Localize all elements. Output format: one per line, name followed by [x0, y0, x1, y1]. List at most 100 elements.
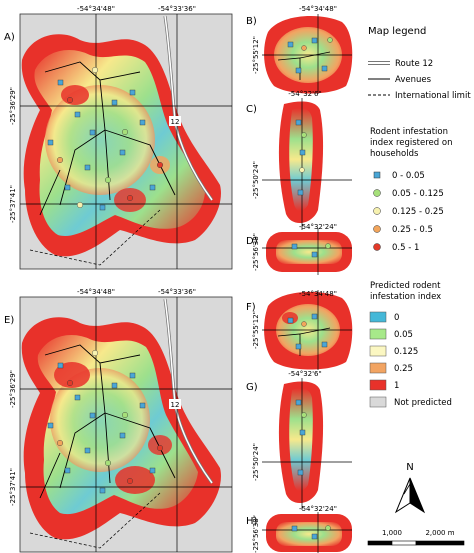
- panel-h-coord-left: -25°56'38": [252, 515, 260, 553]
- legend-registered-item: 0 - 0.05: [373, 171, 425, 181]
- house-marker: [57, 362, 64, 369]
- legend-predicted-item: Not predicted: [369, 396, 452, 408]
- legend-predicted-label: 0.25: [394, 364, 413, 374]
- panel-h-letter: H): [246, 516, 258, 527]
- route-badge-bg: [169, 116, 181, 126]
- house-marker: [99, 204, 106, 211]
- scale-segment: [415, 540, 465, 546]
- predicted-swatch: [369, 396, 387, 408]
- panel-e-houses: [47, 350, 163, 494]
- scale-segment: [391, 540, 417, 546]
- legend-line-label: International limit: [395, 91, 471, 101]
- panel-d-coord-top: -54°32'24": [299, 223, 337, 231]
- house-marker: [311, 313, 318, 320]
- legend-predicted-item: 0.05: [369, 328, 413, 340]
- panel-e-coord-left-upper: -25°36'29": [9, 370, 17, 408]
- house-marker: [295, 343, 302, 350]
- legend-registered-title-line: index registered on: [370, 138, 452, 148]
- panel-a-coord-left-lower: -25°37'41": [9, 185, 17, 223]
- house-marker: [119, 149, 126, 156]
- predicted-swatch: [369, 328, 387, 340]
- panel-f-letter: F): [246, 302, 256, 313]
- scale-label: 1,000: [382, 529, 402, 537]
- house-marker: [321, 65, 328, 72]
- house-marker: [156, 161, 163, 168]
- house-marker: [74, 394, 81, 401]
- legend-title: Map legend: [368, 26, 426, 37]
- predicted-swatch: [369, 345, 387, 357]
- house-marker: [84, 447, 91, 454]
- house-marker: [119, 432, 126, 439]
- legend-predicted-label: 0: [394, 313, 399, 323]
- legend-predicted-item: 0: [369, 311, 399, 323]
- house-marker: [74, 111, 81, 118]
- house-marker: [99, 487, 106, 494]
- house-marker: [301, 132, 307, 138]
- legend-registered-item: 0.05 - 0.125: [373, 189, 444, 199]
- house-marker: [111, 99, 118, 106]
- house-marker: [327, 37, 333, 43]
- panel-e-hotspot: [54, 362, 90, 388]
- panel-g-coord-top: -54°32'6": [288, 370, 321, 378]
- legend-line-label: Route 12: [395, 59, 433, 69]
- house-marker: [325, 525, 331, 531]
- house-marker: [129, 89, 136, 96]
- house-marker: [301, 412, 307, 418]
- house-marker: [299, 167, 305, 173]
- route-label: 12: [171, 401, 180, 409]
- north-arrow-right: [409, 477, 426, 514]
- panel-e-letter: E): [4, 315, 14, 326]
- legend-registered-label: 0.125 - 0.25: [392, 207, 444, 217]
- panel-a-coord-top-left: -54°34'48": [77, 5, 115, 13]
- panel-f-coord-top: -54°34'48": [299, 290, 337, 298]
- panel-h-heat-inner: [276, 522, 342, 546]
- house-marker: [111, 382, 118, 389]
- house-marker: [57, 156, 64, 163]
- north-arrow-icon: N: [394, 462, 426, 514]
- house-marker: [321, 341, 328, 348]
- panel-h-coord-top: -54°32'24": [299, 505, 337, 513]
- panel-a-coord-top-right: -54°33'36": [158, 5, 196, 13]
- panel-e-coord-top-right: -54°33'36": [158, 288, 196, 296]
- house-marker: [47, 139, 54, 146]
- legend-registered-label: 0.05 - 0.125: [392, 189, 444, 199]
- north-arrow-left: [394, 477, 411, 514]
- house-marker: [295, 67, 302, 74]
- house-marker: [311, 251, 318, 258]
- house-marker: [297, 189, 304, 196]
- registered-circle-symbol: [373, 207, 381, 215]
- legend-predicted-label: 1: [394, 381, 399, 391]
- registered-circle-symbol: [373, 225, 381, 233]
- panel-f: F) -54°34'48" -25°55'12": [246, 290, 353, 370]
- legend-line-route: Route 12: [368, 59, 433, 69]
- panel-c-letter: C): [246, 104, 257, 115]
- panel-g-letter: G): [246, 382, 258, 393]
- house-marker: [126, 478, 133, 485]
- house-marker: [76, 201, 83, 208]
- house-marker: [66, 380, 73, 387]
- house-marker: [295, 119, 302, 126]
- legend-line-label: Avenues: [395, 75, 432, 85]
- legend-predicted-label: 0.05: [394, 330, 413, 340]
- house-marker: [91, 350, 98, 357]
- legend-registered-title-line: households: [370, 149, 419, 159]
- panel-e: 12 E) -54°34'48" -54°33'36" -25°36'29" -…: [4, 288, 233, 553]
- house-marker: [64, 184, 71, 191]
- panel-e-coord-left-lower: -25°37'41": [9, 468, 17, 506]
- house-marker: [89, 412, 96, 419]
- panel-d-coord-left: -25°56'38": [252, 233, 260, 271]
- house-marker: [104, 176, 111, 183]
- panel-a-heat-core: [45, 85, 155, 195]
- scale-segment: [367, 540, 393, 546]
- house-marker: [299, 429, 306, 436]
- panel-b-coord-left: -25°55'12": [252, 36, 260, 74]
- house-marker: [291, 243, 298, 250]
- route-label: 12: [171, 118, 180, 126]
- panel-g-heat-inner: [289, 388, 313, 491]
- north-arrow-inner: [403, 483, 417, 495]
- house-marker: [287, 317, 294, 324]
- legend-registered-label: 0.5 - 1: [392, 243, 419, 253]
- house-marker: [47, 422, 54, 429]
- panel-e-intl-limit: [29, 492, 161, 549]
